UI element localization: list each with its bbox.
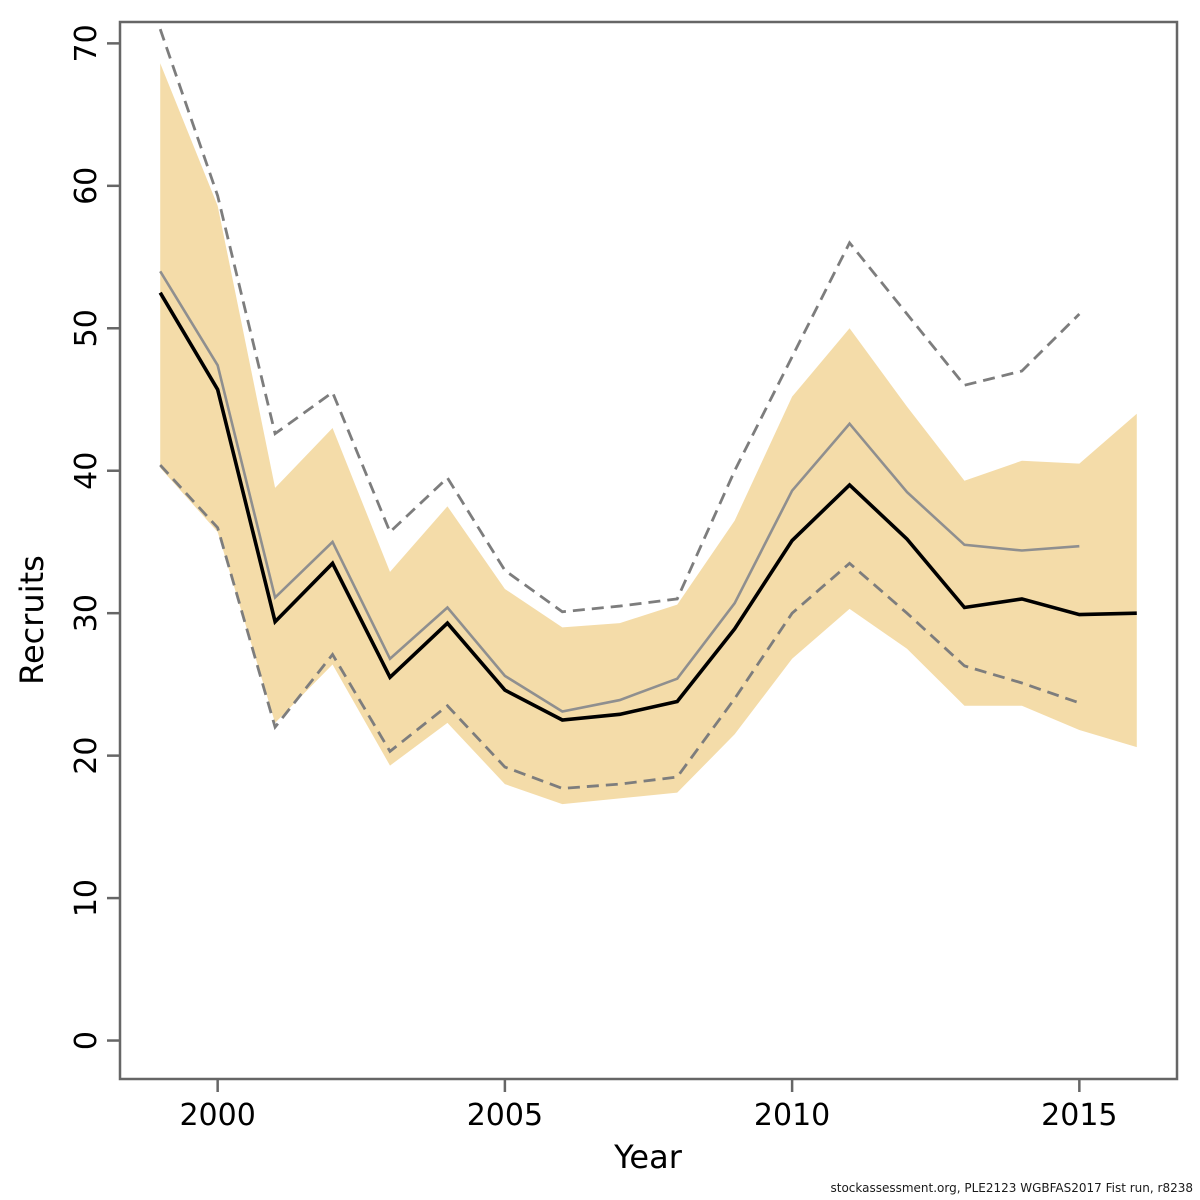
y-tick-label: 0 [69, 1031, 104, 1050]
x-axis-title: Year [614, 1138, 682, 1176]
x-tick-label: 2000 [179, 1098, 255, 1133]
y-tick-label: 20 [69, 737, 104, 775]
x-tick-label: 2010 [754, 1098, 830, 1133]
plot-border [118, 20, 1179, 1081]
comparison-ci-upper-line [158, 28, 1081, 614]
y-tick-label: 50 [69, 309, 104, 347]
footer-attribution: stockassessment.org, PLE2123 WGBFAS2017 … [830, 1181, 1193, 1195]
recruits-estimate-line [158, 291, 1137, 722]
y-tick-label: 30 [69, 594, 104, 632]
y-tick-label: 40 [69, 452, 104, 490]
confidence-band [160, 63, 1137, 805]
y-tick-label: 10 [69, 879, 104, 917]
y-tick-label: 70 [69, 24, 104, 62]
x-tick-label: 2005 [467, 1098, 543, 1133]
y-axis-title: Recruits [13, 555, 51, 685]
x-tick-label: 2015 [1041, 1098, 1117, 1133]
comparison-estimate-line [159, 270, 1080, 713]
y-tick-label: 60 [69, 167, 104, 205]
